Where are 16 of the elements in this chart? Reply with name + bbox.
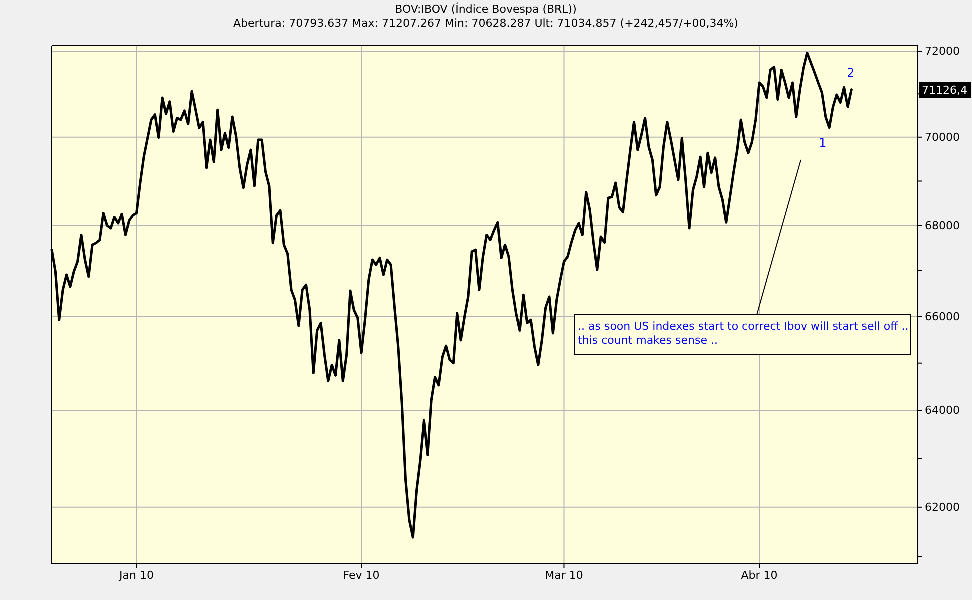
y-tick-label: 68000 xyxy=(925,219,960,232)
x-tick-label: Mar 10 xyxy=(545,568,584,582)
x-tick-label: Fev 10 xyxy=(343,568,380,582)
y-tick-label: 66000 xyxy=(925,310,960,324)
y-tick-label: 70000 xyxy=(925,130,960,144)
chart-title: BOV:IBOV (Índice Bovespa (BRL)) xyxy=(395,2,577,16)
annotation: .. as soon US indexes start to correct Ibov will start sell off .. this count makes sense .. xyxy=(578,320,909,347)
y-tick-label: 62000 xyxy=(925,500,960,514)
x-tick-label: Abr 10 xyxy=(741,568,778,582)
y-tick-label: 72000 xyxy=(925,45,960,58)
annotation: 2 xyxy=(847,66,855,80)
chart-subtitle: Abertura: 70793.637 Max: 71207.267 Min: 70628.287 Ult: 71034.857 (+242,457/+00,34%) xyxy=(234,17,738,30)
annotation: 1 xyxy=(819,136,827,150)
y-tick-label: 64000 xyxy=(925,404,960,418)
x-tick-label: Jan 10 xyxy=(118,568,154,582)
text: 71126,4 xyxy=(922,84,968,97)
